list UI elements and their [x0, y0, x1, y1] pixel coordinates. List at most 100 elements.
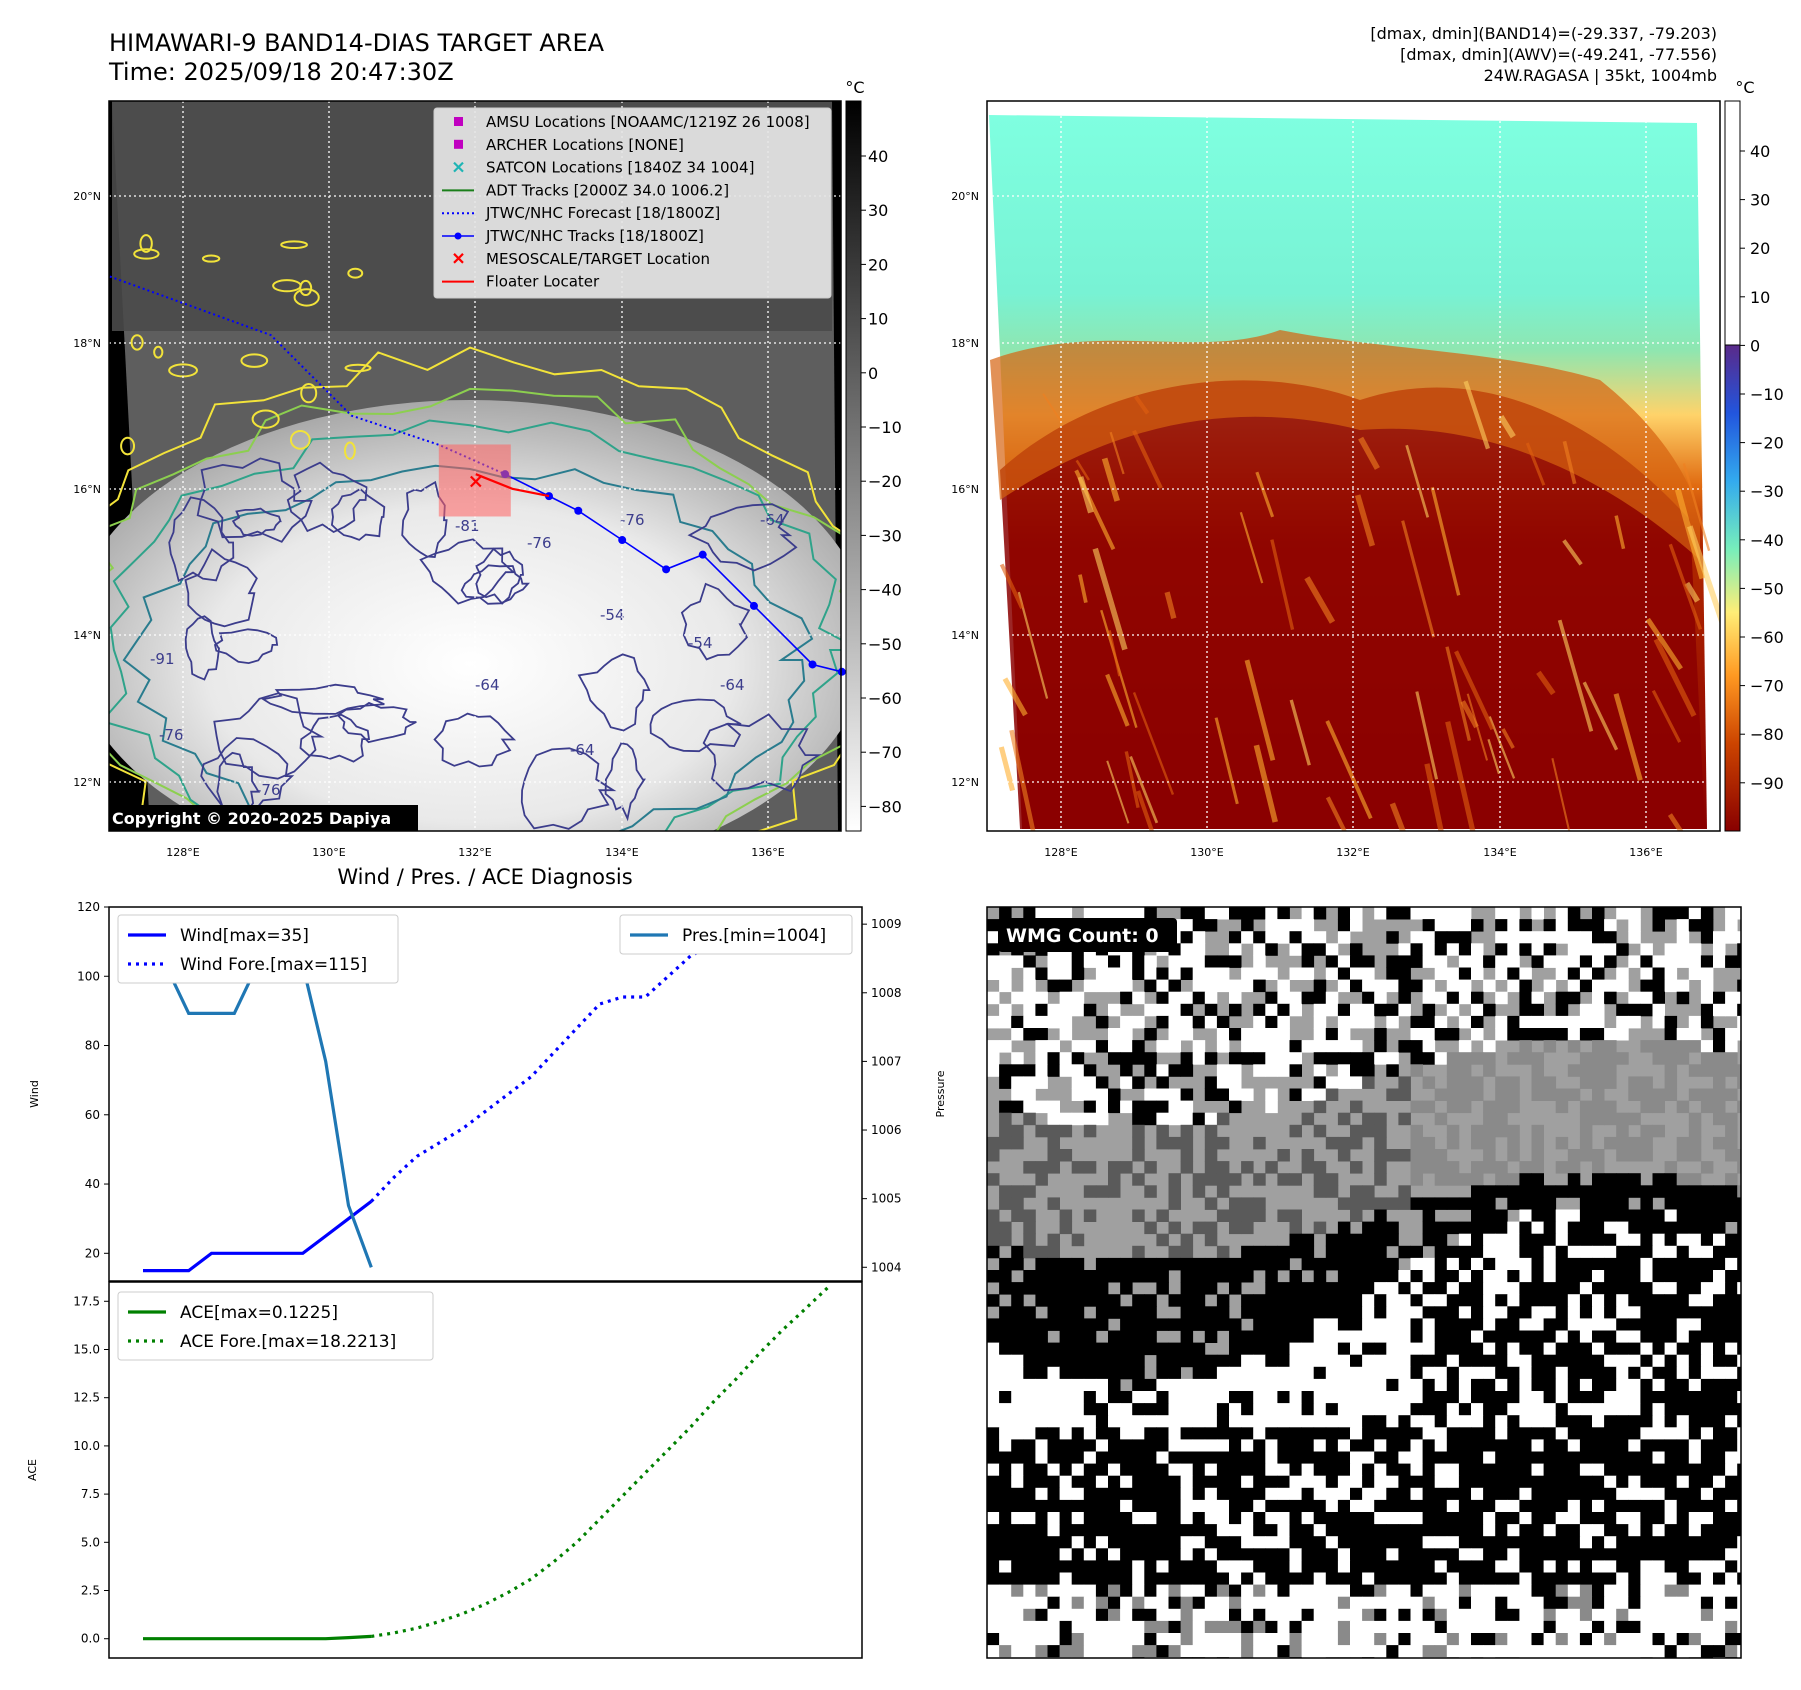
wmg-cell: [999, 1330, 1012, 1343]
wmg-cell: [1362, 1064, 1375, 1077]
wmg-cell: [999, 1645, 1012, 1658]
wmg-cell: [1676, 1499, 1690, 1513]
wmg-cell: [987, 1270, 1000, 1283]
target-location-marker: [470, 475, 482, 488]
wmg-cell: [1168, 1427, 1181, 1440]
wmg-cell: [1483, 1536, 1496, 1549]
y-tick-label: 40: [85, 1177, 100, 1191]
wmg-cell: [1350, 1233, 1363, 1247]
cloud-streak: [1325, 796, 1347, 831]
wmg-cell: [1071, 1040, 1085, 1053]
wmg-cell: [1047, 1403, 1060, 1416]
wmg-cell: [1531, 1584, 1544, 1598]
wmg-cell: [1519, 1548, 1532, 1561]
wmg-cell: [1011, 1572, 1024, 1585]
wmg-cell: [1192, 1270, 1206, 1283]
wmg-cell: [1688, 1512, 1702, 1525]
contour-cell: [649, 698, 742, 753]
wmg-cell: [1713, 1233, 1726, 1247]
wmg-cell: [1071, 1318, 1085, 1331]
wmg-cell: [1144, 1645, 1157, 1658]
wmg-cell: [1519, 1221, 1532, 1235]
wmg-cell: [1265, 1040, 1278, 1053]
wmg-cell: [1301, 1463, 1315, 1477]
wmg-cell: [1483, 1318, 1496, 1331]
wmg-cell: [1386, 1403, 1399, 1416]
wmg-cell: [1313, 1270, 1327, 1283]
wmg-cell: [1156, 1524, 1169, 1537]
wmg-cell: [1483, 1209, 1496, 1222]
wmg-cell: [1144, 1512, 1157, 1525]
wmg-cell: [1471, 1487, 1484, 1501]
wmg-cell: [1652, 1572, 1665, 1585]
wmg-cell: [1132, 1015, 1145, 1029]
wmg-cell: [1059, 1112, 1073, 1126]
contour-label: -91: [150, 650, 175, 668]
wmg-cell: [1192, 1354, 1206, 1368]
wmg-cell: [1700, 1064, 1714, 1077]
wmg-cell: [1204, 1076, 1218, 1089]
wmg-cell: [1325, 1040, 1339, 1053]
wmg-cell: [1374, 1306, 1387, 1319]
wmg-cell: [1531, 1052, 1544, 1065]
wmg-cell: [1216, 1451, 1230, 1464]
chart-legend-label: Wind Fore.[max=115]: [180, 955, 367, 975]
colorbar-tick-label: −40: [1750, 531, 1784, 550]
wmg-cell: [1047, 1342, 1060, 1356]
wmg-cell: [1664, 1257, 1678, 1271]
wmg-cell: [1216, 1161, 1230, 1174]
wmg-cell: [1628, 1584, 1641, 1598]
wmg-cell: [1579, 1124, 1593, 1138]
wmg-cell: [1241, 967, 1254, 980]
wmg-cell: [1011, 1475, 1024, 1489]
wmg-cell: [1265, 1584, 1278, 1598]
wmg-cell: [987, 1427, 1000, 1440]
cloud-streak: [1460, 700, 1479, 729]
wmg-cell: [1519, 1451, 1532, 1464]
wmg-cell: [1567, 1560, 1581, 1573]
wmg-cell: [1422, 1270, 1436, 1283]
wmg-cell: [1035, 1040, 1048, 1053]
jtwc-track-point: [808, 660, 817, 669]
wmg-cell: [1458, 1499, 1472, 1513]
wmg-cell: [1071, 1257, 1085, 1271]
wmg-cell: [1035, 1451, 1048, 1464]
wmg-cell: [1700, 1415, 1714, 1428]
wmg-cell: [1410, 1536, 1423, 1549]
wmg-cell: [1483, 1306, 1496, 1319]
wmg-cell: [1313, 979, 1327, 993]
wmg-cell: [1289, 1560, 1302, 1573]
wmg-cell: [1604, 1185, 1617, 1198]
wmg-cell: [1713, 1560, 1726, 1573]
wmg-cell: [1144, 1391, 1157, 1404]
wmg-cell: [1567, 943, 1581, 956]
wmg-cell: [1229, 1548, 1242, 1561]
wmg-cell: [1567, 919, 1581, 932]
wmg-cell: [1713, 1633, 1726, 1646]
wmg-cell: [1120, 1282, 1133, 1295]
wmg-cell: [1422, 1608, 1436, 1622]
lat-label: 14°N: [951, 629, 979, 642]
wmg-cell: [1180, 1088, 1194, 1101]
wmg-cell: [1676, 1451, 1690, 1464]
wmg-cell: [1337, 1439, 1351, 1452]
wmg-cell: [1204, 1524, 1218, 1537]
wmg-cell: [1410, 1620, 1423, 1634]
wmg-cell: [1664, 1463, 1678, 1477]
wmg-cell: [1144, 1112, 1157, 1126]
wmg-cell: [1108, 1270, 1121, 1283]
wmg-cell: [1688, 1149, 1702, 1162]
wmg-cell: [1652, 919, 1665, 932]
wmg-cell: [1047, 1633, 1060, 1646]
wmg-cell: [1229, 991, 1242, 1005]
wmg-cell: [1458, 1282, 1472, 1295]
wmg-cell: [1023, 1572, 1036, 1585]
wmg-cell: [1265, 943, 1278, 956]
wmg-cell: [1434, 1233, 1448, 1247]
wmg-cell: [1083, 1354, 1097, 1368]
wmg-cell: [1446, 1657, 1460, 1658]
chart-legend-label: ACE Fore.[max=18.2213]: [180, 1332, 396, 1352]
wmg-cell: [1434, 1548, 1448, 1561]
wmg-cell: [1543, 1548, 1557, 1561]
wmg-cell: [1640, 1003, 1653, 1017]
